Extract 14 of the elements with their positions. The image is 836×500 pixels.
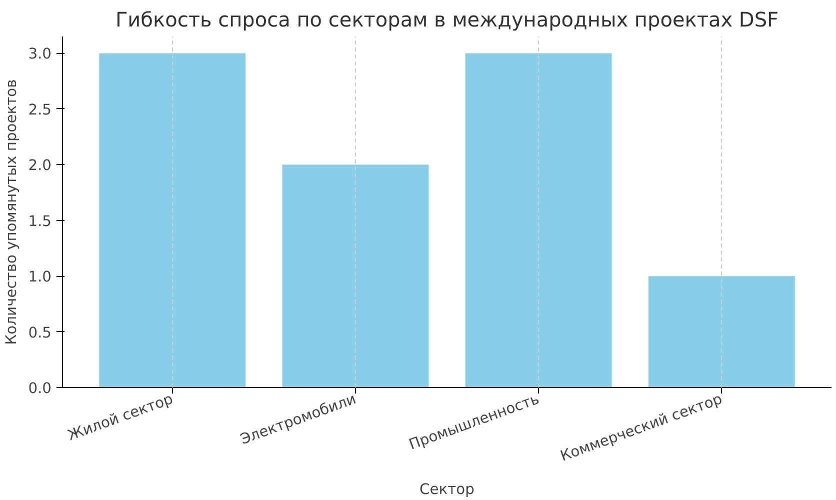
y-tick-label: 1.5	[28, 212, 52, 230]
bar	[282, 164, 429, 388]
x-axis-title: Сектор	[420, 480, 474, 498]
bar	[99, 53, 246, 388]
y-tick-label: 2.0	[28, 157, 52, 174]
y-tick-label: 2.5	[28, 101, 52, 118]
bar	[648, 276, 795, 388]
y-tick-label: 1.0	[28, 268, 52, 286]
y-tick-label: 0.0	[28, 380, 52, 397]
chart-title: Гибкость спроса по секторам в международных проектах DSF	[115, 8, 779, 32]
bar	[465, 53, 612, 388]
y-tick-label: 0.5	[28, 324, 52, 342]
y-tick-label: 3.0	[28, 46, 52, 63]
y-axis-title: Количество упомянутых проектов	[3, 79, 20, 345]
